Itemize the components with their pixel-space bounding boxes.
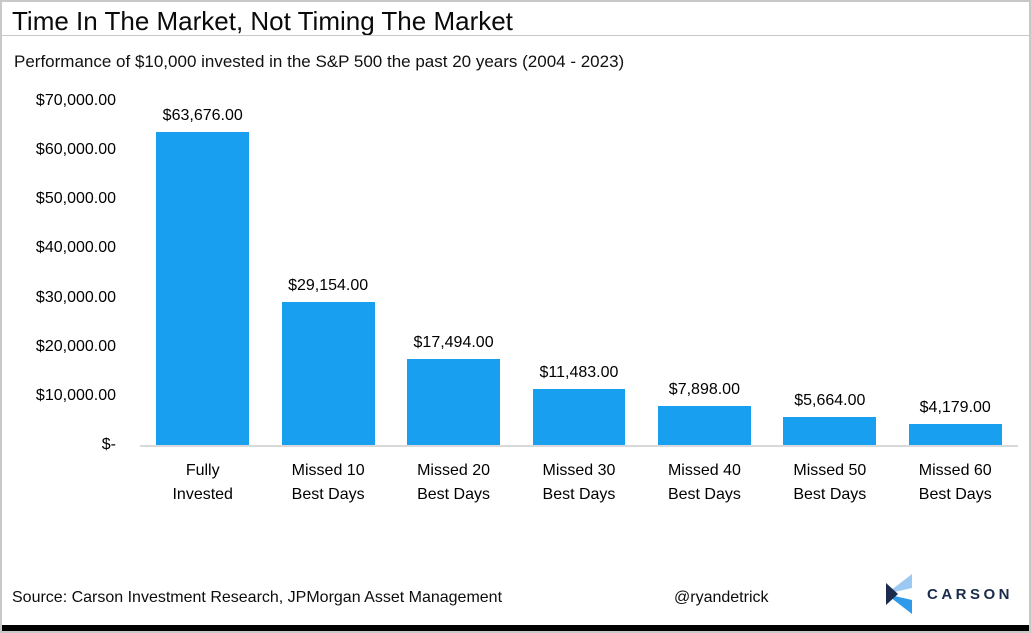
bar-column: $17,494.00: [391, 101, 516, 445]
bar-value-label: $7,898.00: [668, 381, 740, 399]
y-tick-label: $60,000.00: [35, 141, 116, 159]
chart-subtitle: Performance of $10,000 invested in the S…: [14, 52, 625, 71]
bar-column: $7,898.00: [642, 101, 767, 445]
plot-columns: $63,676.00 $29,154.00 $17,494.00 $11,483.00…: [140, 101, 1018, 447]
category-label: Fully Invested: [172, 462, 233, 503]
carson-logo-text: CARSON: [926, 585, 1013, 603]
y-tick-label: $-: [101, 436, 116, 453]
category-label: Missed 40 Best Days: [667, 462, 741, 503]
bar: [658, 406, 751, 445]
bar: [532, 388, 626, 445]
category-label: Missed 60 Best Days: [918, 462, 992, 503]
plot-row: $70,000.00 $60,000.00 $50,000.00 $40,000.00…: [2, 92, 1018, 453]
bar-value-label: $5,664.00: [794, 392, 866, 410]
twitter-handle: @ryandetrick: [674, 589, 769, 606]
category-label: Missed 30 Best Days: [542, 462, 616, 503]
y-tick-label: $20,000.00: [35, 337, 116, 355]
bar: [407, 359, 500, 445]
y-axis: $70,000.00 $60,000.00 $50,000.00 $40,000.00…: [2, 92, 140, 453]
category-label: Missed 50 Best Days: [793, 462, 867, 503]
bar-column: $11,483.00: [516, 101, 641, 445]
chart-title: Time In The Market, Not Timing The Marke…: [12, 6, 513, 36]
bar-column: $5,664.00: [767, 101, 892, 445]
category-label: Missed 10 Best Days: [291, 462, 365, 503]
bar-value-label: $17,494.00: [413, 334, 494, 352]
bar-column: $63,676.00: [140, 101, 265, 445]
title-separator-line: [2, 35, 1029, 36]
bar-value-label: $11,483.00: [539, 363, 619, 381]
bar: [783, 417, 877, 445]
source-text: Source: Carson Investment Research, JPMo…: [12, 589, 503, 606]
bar: [908, 424, 1002, 445]
bottom-black-bar: [2, 625, 1029, 631]
bar-value-label: $63,676.00: [162, 107, 243, 125]
y-tick-label: $50,000.00: [35, 190, 116, 208]
y-tick-label: $10,000.00: [35, 386, 116, 404]
carson-logo: CARSON: [884, 572, 1013, 616]
y-tick-label: $70,000.00: [35, 92, 116, 109]
bar-column: $29,154.00: [265, 101, 390, 445]
carson-logo-icon: [885, 574, 912, 614]
bar-value-label: $4,179.00: [919, 399, 991, 417]
bar: [156, 132, 250, 445]
y-tick-label: $30,000.00: [35, 288, 116, 306]
y-tick-label: $40,000.00: [35, 239, 116, 257]
bar-chart: $70,000.00 $60,000.00 $50,000.00 $40,000.00…: [2, 92, 1018, 507]
bar: [281, 301, 375, 445]
category-row: Fully Invested Missed 10 Best Days Missed …: [140, 447, 1018, 507]
bar-value-label: $29,154.00: [288, 276, 369, 294]
category-label: Missed 20 Best Days: [417, 462, 491, 503]
bar-column: $4,179.00: [893, 101, 1018, 445]
